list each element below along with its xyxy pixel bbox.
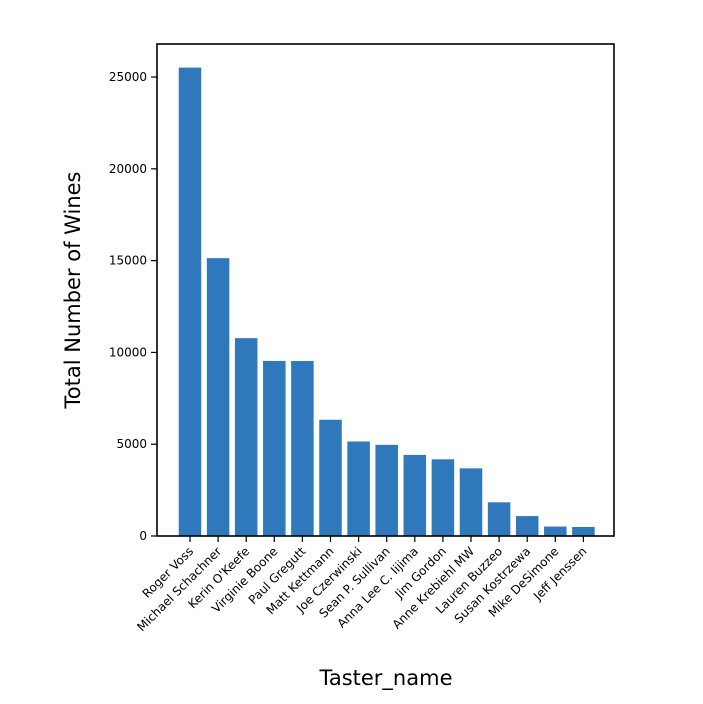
y-tick-label: 20000 bbox=[109, 162, 147, 176]
bar-9 bbox=[431, 459, 455, 536]
y-tick-label: 5000 bbox=[116, 437, 147, 451]
bar-5 bbox=[319, 419, 342, 536]
y-tick-label: 15000 bbox=[109, 254, 147, 268]
bars-layer bbox=[178, 67, 595, 537]
bar-3 bbox=[263, 360, 286, 536]
bar-8 bbox=[403, 454, 427, 536]
bar-11 bbox=[487, 502, 511, 536]
x-axis-title: Taster_name bbox=[318, 666, 452, 691]
bar-0 bbox=[178, 67, 202, 537]
y-tick-label: 25000 bbox=[109, 70, 147, 84]
bar-10 bbox=[459, 468, 483, 536]
bar-7 bbox=[375, 444, 398, 536]
bar-2 bbox=[234, 338, 258, 536]
y-axis: 0 5000 10000 15000 20000 25000 bbox=[109, 70, 157, 543]
bar-1 bbox=[206, 258, 230, 536]
plot-frame bbox=[156, 43, 615, 537]
y-tick-label: 10000 bbox=[109, 345, 147, 359]
bar-13 bbox=[544, 526, 567, 536]
bar-12 bbox=[515, 516, 539, 536]
bar-4 bbox=[291, 361, 314, 536]
bar-6 bbox=[347, 441, 370, 536]
y-tick-label: 0 bbox=[139, 529, 147, 543]
bar-14 bbox=[572, 526, 595, 536]
y-axis-title: Total Number of Wines bbox=[61, 172, 85, 410]
